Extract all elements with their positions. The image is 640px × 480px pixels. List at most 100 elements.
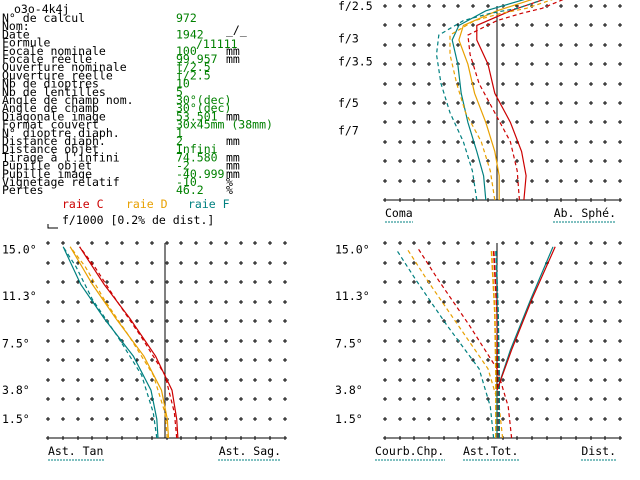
curve-f-dashed (395, 248, 495, 439)
bottom-label-left: Coma (385, 206, 413, 220)
spec-label: Vignetage relatif (2, 175, 120, 189)
spec-unit: mm (226, 109, 240, 123)
spec-label: Nb de dioptres (2, 77, 99, 91)
spec-label: Angle de champ (2, 101, 99, 115)
spec-value: Infini (176, 142, 218, 156)
spec-label: Tirage à l'infini (2, 150, 120, 164)
y-tick-label: 3.8° (2, 383, 30, 397)
spec-value: -2 (176, 159, 190, 173)
spec-unit: % (226, 175, 233, 189)
spec-label: Pupille image (2, 167, 92, 181)
curve-d-solid (69, 246, 170, 439)
y-tick-label: 7.5° (335, 337, 363, 351)
spec-label: Formule (2, 36, 51, 50)
scale-bar-icon (47, 224, 58, 229)
curve-f-solid (62, 246, 159, 439)
spherical-coma-panel: f/2.5 f/3 f/3.5 f/5 f/7 Coma Ab. Sphé. (338, 0, 622, 223)
spec-value: 1942 (176, 27, 204, 41)
y-tick-label: f/3 (338, 31, 359, 45)
spec-label: Ouverture réelle (2, 68, 113, 82)
astigmatism-panel: 15.0° 11.3° 7.5° 3.8° 1.5° Ast. Tan Ast. Sag. (2, 241, 287, 461)
curve-f-solid (451, 0, 525, 201)
curve-c-dashed (79, 246, 178, 439)
spec-unit: mm (226, 167, 240, 181)
spec-unit: mm (226, 150, 240, 164)
curve-c-solid (79, 246, 179, 439)
grid (46, 241, 287, 440)
spec-value: -40.999 (176, 167, 225, 181)
y-tick-label: 11.3° (335, 289, 370, 303)
spec-unit: mm (226, 159, 240, 173)
bottom-label-left: Ast. Tan (48, 444, 103, 458)
y-tick-label: 11.3° (2, 289, 37, 303)
grid (383, 241, 622, 440)
spec-value: 5 (176, 85, 183, 99)
spec-value: 99.957 (176, 52, 218, 66)
y-tick-label: f/7 (338, 124, 359, 138)
spec-value: 972 (176, 11, 197, 25)
y-tick-label: 1.5° (2, 412, 30, 426)
spec-value: -10 (176, 175, 197, 189)
bottom-label-left: Courb.Chp. (375, 444, 444, 458)
spec-value: 53.501 (176, 109, 218, 123)
spec-label: Format couvert (2, 118, 99, 132)
spec-value: f/2.5 (176, 68, 211, 82)
spec-value: 30x45mm (38mm) (176, 118, 273, 132)
y-tick-label: 3.8° (335, 383, 363, 397)
spec-value: 10 (176, 77, 190, 91)
y-tick-label: 15.0° (335, 242, 370, 256)
curve-c-solid (476, 0, 544, 201)
spec-label: Pertes (2, 183, 44, 197)
legend-raie-f: raie F (188, 197, 230, 211)
spec-label: Angle de champ nom. (2, 93, 134, 107)
spec-value: 100 (176, 44, 197, 58)
curve-f-solid (496, 246, 554, 438)
curve-f-dashed2 (495, 249, 500, 438)
curve-d-dashed (449, 0, 553, 201)
bottom-label-right: Dist. (581, 444, 616, 458)
grid (383, 4, 622, 202)
spec-label: Focale réelle (2, 52, 92, 66)
spec-unit: mm (226, 52, 240, 66)
curve-d-dashed (69, 246, 168, 439)
curve-f-dashed (62, 246, 158, 439)
curve-f-dashed (435, 0, 544, 201)
spec-label: N° dioptre diaph. (2, 126, 120, 140)
line-legend: raie C raie D raie F f/1000 [0.2% de dis… (47, 197, 230, 229)
curve-c-dashed (418, 248, 513, 439)
spec-label: Pupille objet (2, 159, 92, 173)
spec-value: 30°(dec) (176, 93, 231, 107)
bottom-label-right: Ab. Sphé. (554, 206, 616, 220)
field-curvature-panel: 15.0° 11.3° 7.5° 3.8° 1.5° Courb.Chp. Ast.Tot.… (335, 241, 622, 461)
spec-label: Distance objet (2, 142, 99, 156)
bottom-label-right: Ast. Sag. (219, 444, 281, 458)
curve-c-dashed (467, 0, 564, 201)
curve-d-dashed (406, 248, 504, 439)
spec-value: 30°(dec) (176, 101, 231, 115)
legend-raie-c: raie C (62, 197, 104, 211)
y-tick-label: f/5 (338, 96, 359, 110)
spec-value: f/2.5 (176, 60, 211, 74)
y-tick-label: 15.0° (2, 242, 37, 256)
spec-value: 46.2 (176, 183, 204, 197)
spec-label: Nom: (2, 19, 30, 33)
y-tick-label: 1.5° (335, 412, 363, 426)
spec-label: Diagonale image (2, 109, 106, 123)
format-mark: /11111 (196, 37, 238, 51)
curve-c-dashed2 (492, 249, 499, 438)
legend-raie-d: raie D (126, 197, 168, 211)
spec-value: 74.580 (176, 150, 218, 164)
spec-label: Date (2, 27, 30, 41)
spec-label: Focale nominale (2, 44, 106, 58)
spec-unit: % (226, 183, 233, 197)
spec-unit: mm (226, 134, 240, 148)
spec-label: Ouverture nominale (2, 60, 127, 74)
curve-d-solid (458, 0, 533, 200)
file-name: o3o-4k4j (14, 2, 69, 16)
spec-value: 1 (176, 126, 183, 140)
curve-c-solid (496, 246, 556, 391)
bottom-label-center: Ast.Tot. (463, 444, 518, 458)
spec-unit: mm (226, 44, 240, 58)
